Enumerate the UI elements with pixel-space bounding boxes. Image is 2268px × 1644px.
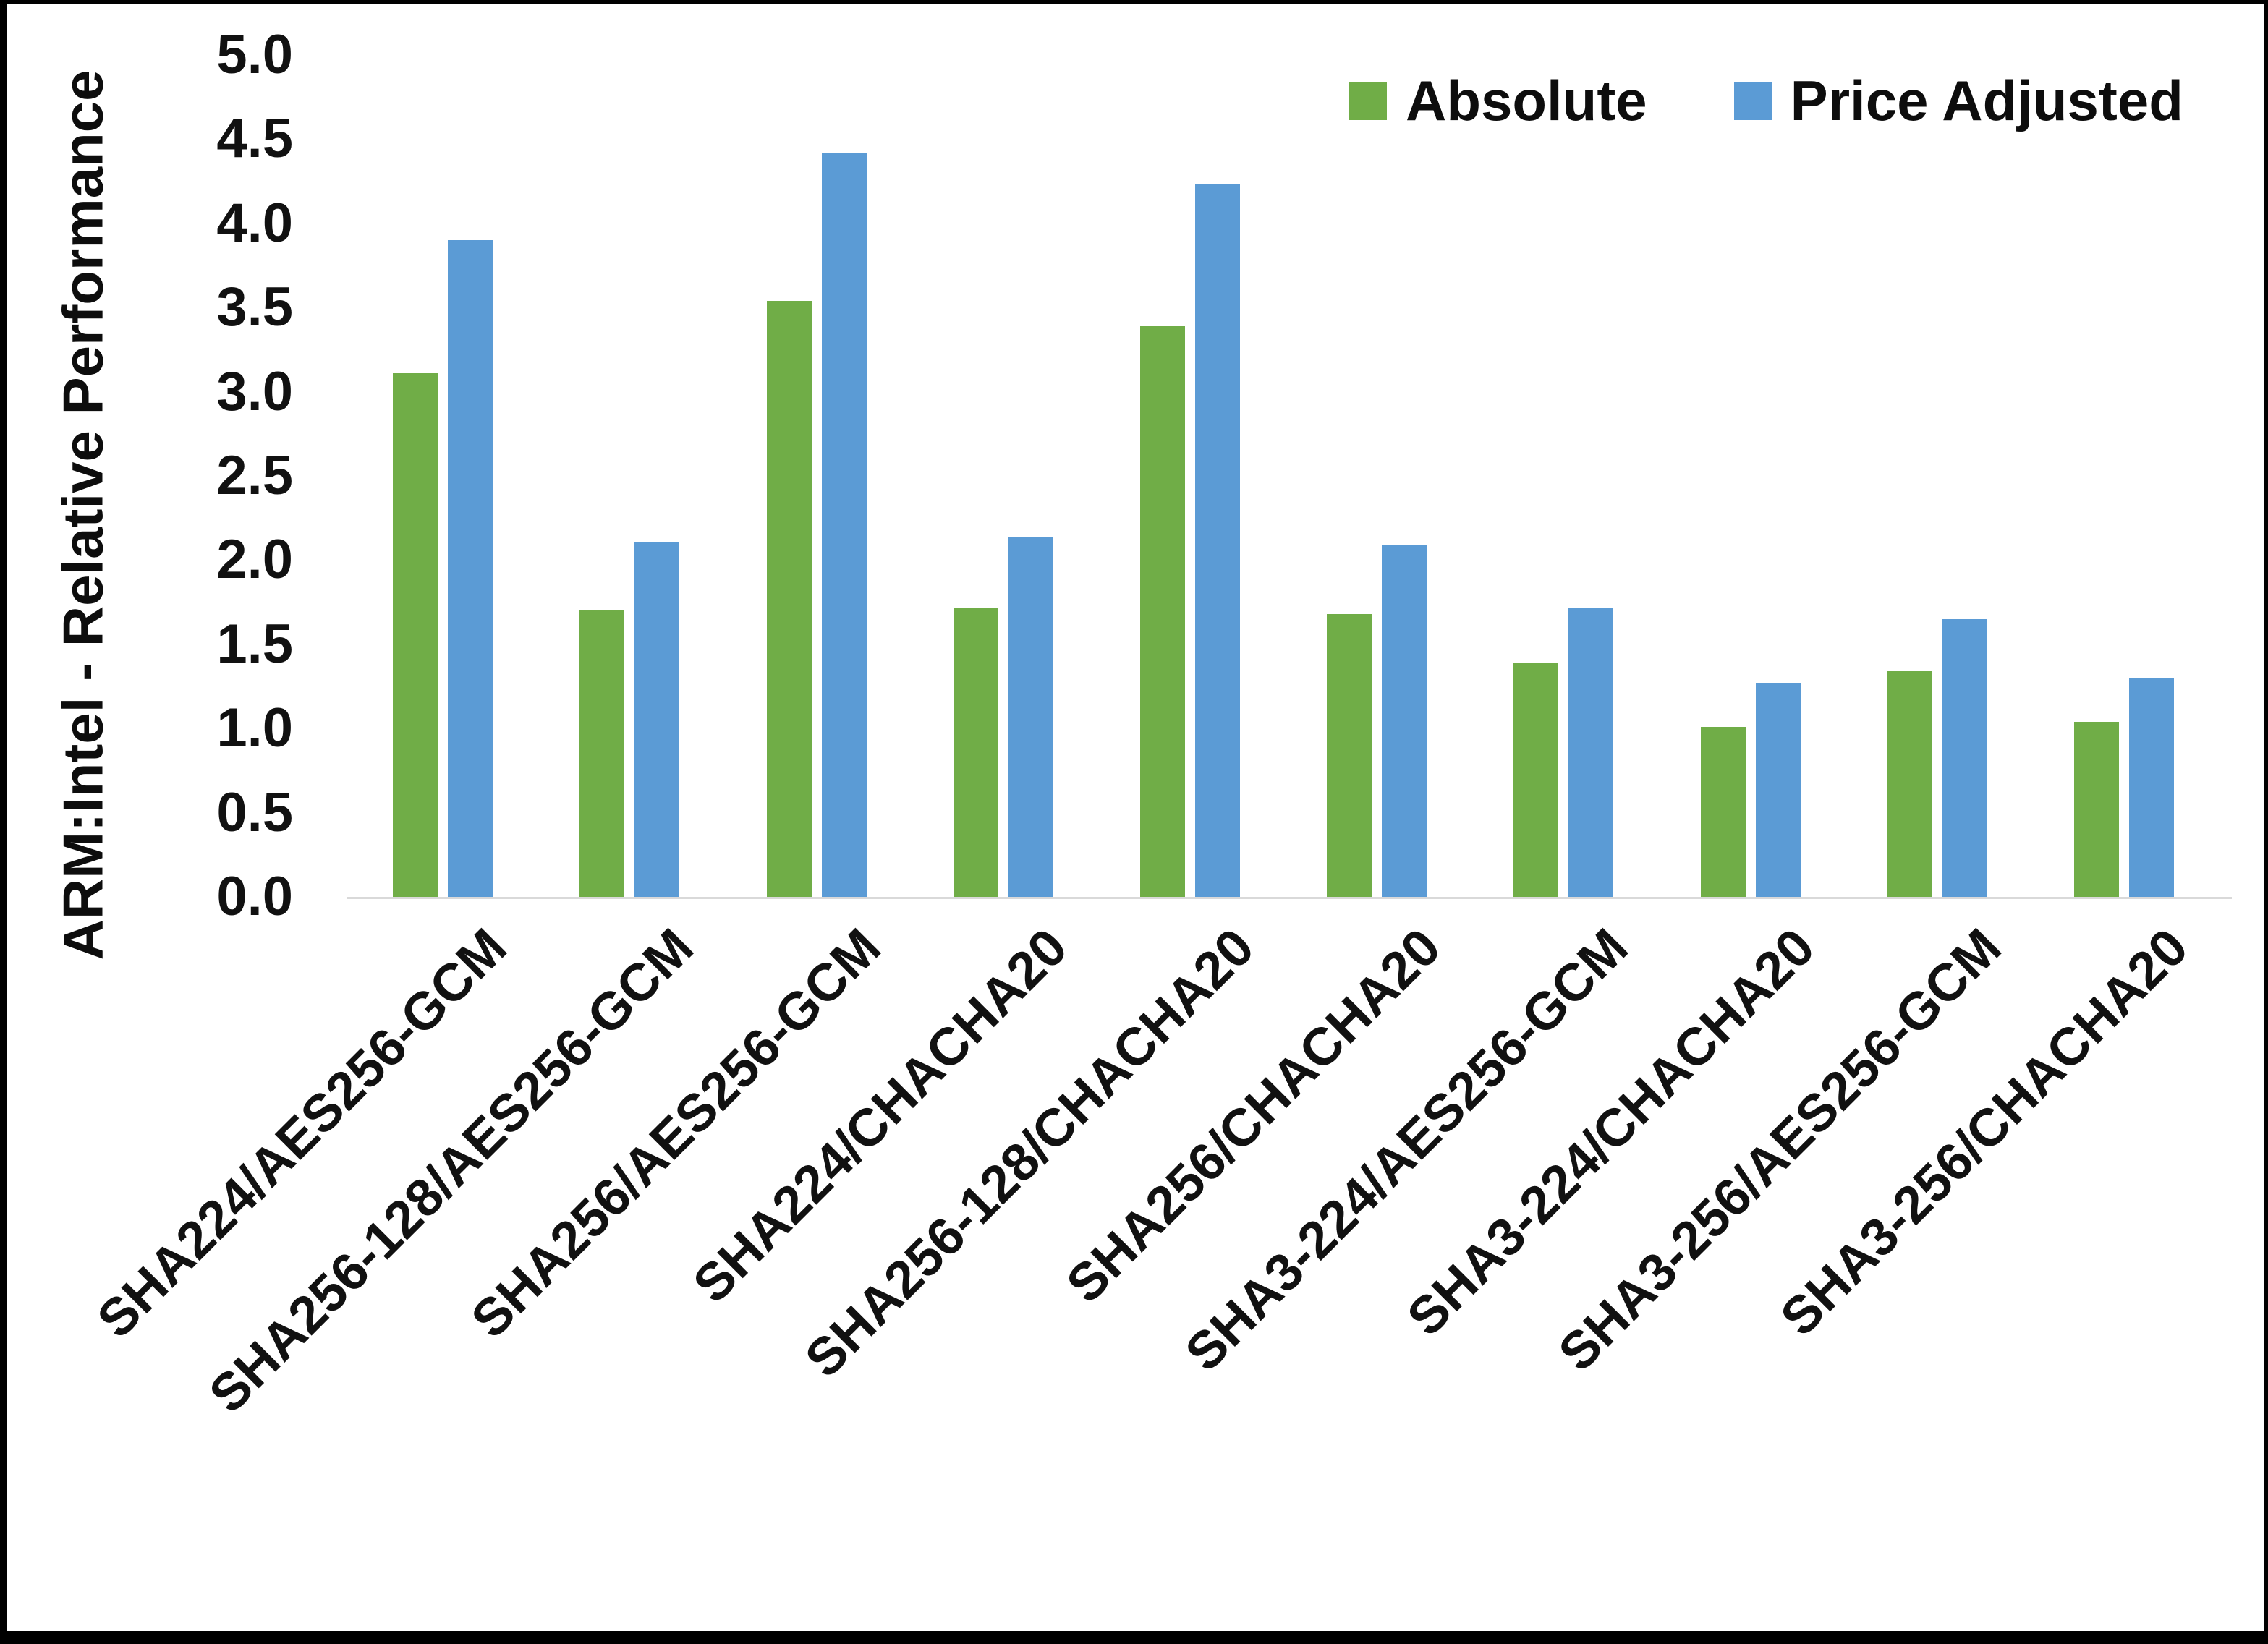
bar-absolute — [2073, 721, 2119, 897]
y-tick-label: 4.5 — [216, 108, 293, 170]
y-tick-label: 1.0 — [216, 697, 293, 759]
bar-price-adjusted — [1942, 618, 1987, 897]
y-tick-label: 1.5 — [216, 613, 293, 675]
bar-absolute — [953, 607, 998, 897]
y-tick-label: 0.0 — [216, 866, 293, 927]
legend-label: Absolute — [1406, 69, 1647, 132]
bar-price-adjusted — [2128, 678, 2174, 897]
legend-swatch-icon — [1733, 82, 1772, 120]
y-tick-label: 4.0 — [216, 192, 293, 254]
y-tick-label: 5.0 — [216, 24, 293, 85]
bar-price-adjusted — [634, 541, 680, 897]
bar-price-adjusted — [1194, 184, 1240, 897]
bar-absolute — [1513, 663, 1559, 897]
x-category-label-text: SHA224/CHACHA20 — [681, 917, 1079, 1314]
bar-absolute — [579, 610, 625, 897]
y-tick-label: 3.0 — [216, 360, 293, 422]
bar-price-adjusted — [821, 153, 867, 897]
bar-absolute — [766, 300, 812, 897]
x-category-label-text: SHA256/CHACHA20 — [1056, 917, 1453, 1314]
bar-absolute — [1139, 325, 1185, 897]
legend-item-absolute: Absolute — [1349, 68, 1647, 134]
legend-label: Price Adjusted — [1790, 69, 2183, 132]
bar-absolute — [1700, 726, 1746, 897]
y-tick-label: 0.5 — [216, 781, 293, 843]
bar-absolute — [1887, 671, 1932, 897]
x-axis-line — [347, 897, 2232, 899]
bar-price-adjusted — [1755, 683, 1801, 897]
legend: Absolute Price Adjusted — [1349, 68, 2183, 134]
bar-price-adjusted — [1008, 536, 1053, 897]
bar-price-adjusted — [1382, 545, 1427, 897]
y-tick-label: 2.0 — [216, 529, 293, 591]
bar-absolute — [393, 372, 438, 897]
y-tick-label: 3.5 — [216, 276, 293, 338]
bar-absolute — [1327, 613, 1372, 897]
legend-item-price-adjusted: Price Adjusted — [1733, 68, 2183, 134]
legend-swatch-icon — [1349, 82, 1387, 120]
bar-price-adjusted — [1568, 607, 1614, 897]
y-tick-label: 2.5 — [216, 445, 293, 506]
bar-price-adjusted — [448, 240, 493, 897]
